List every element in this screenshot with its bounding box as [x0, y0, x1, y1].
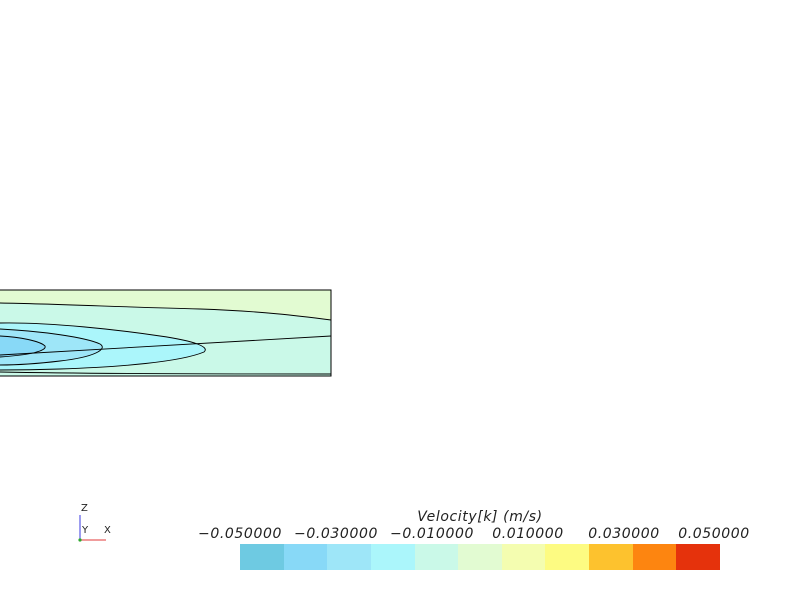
- colorbar-swatch: [414, 544, 459, 570]
- axes-triad-icon: [78, 515, 106, 542]
- colorbar-tick-label: 0.010000: [492, 526, 564, 542]
- axis-z-label: Z: [81, 503, 88, 514]
- colorbar-tick-label: 0.030000: [588, 526, 660, 542]
- domain-border: [0, 289, 332, 377]
- colorbar-tick-label: −0.010000: [390, 526, 474, 542]
- orientation-axes: Z Y X: [74, 503, 114, 545]
- colorbar-tick-label: −0.050000: [198, 526, 282, 542]
- colorbar-tick-label: −0.030000: [294, 526, 378, 542]
- colorbar-swatch: [589, 544, 633, 570]
- contour-lines: [0, 302, 331, 375]
- colorbar-swatch: [283, 544, 328, 570]
- colorbar-tick-label: 0.050000: [678, 526, 750, 542]
- colorbar-swatch: [501, 544, 546, 570]
- colorbar-swatch: [370, 544, 415, 570]
- colorbar-swatch: [458, 544, 502, 570]
- colorbar-swatch: [632, 544, 677, 570]
- colorbar-swatch: [240, 544, 284, 570]
- axis-x-label: X: [104, 525, 111, 536]
- colorbar-swatch: [327, 544, 371, 570]
- colorbar-swatch: [676, 544, 721, 570]
- contour-band-2: [0, 329, 103, 365]
- colorbar-title: Velocity[k] (m/s): [417, 509, 543, 525]
- colorbar-swatch: [545, 544, 590, 570]
- axis-y-label: Y: [82, 525, 89, 536]
- colorbar: [240, 544, 721, 570]
